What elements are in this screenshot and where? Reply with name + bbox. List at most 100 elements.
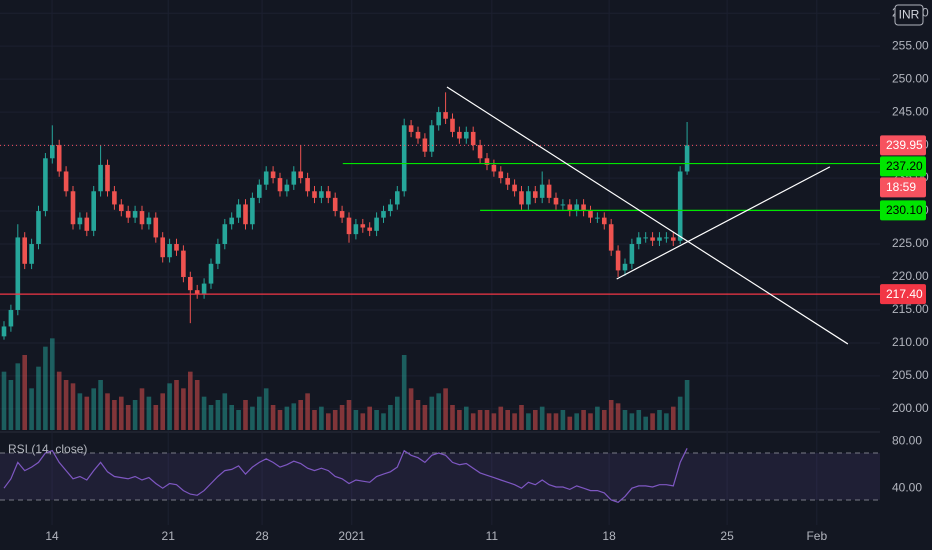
volume-bar [325,413,331,430]
volume-bar [429,396,435,430]
volume-bar [484,410,490,430]
rsi-tick-label: 80.00 [892,433,922,447]
volume-bar [360,413,366,430]
candle-body [174,244,179,251]
level-badge [880,284,926,305]
volume-bar [132,400,138,430]
candle-body [595,217,600,219]
candle-body [256,184,262,198]
volume-bar [112,400,117,430]
volume-bar [657,410,662,430]
volume-bar [284,406,290,430]
candle-body [615,250,621,271]
volume-bar [277,410,283,430]
candle-body [208,263,214,284]
drawings: 239.95 237.20 18:59 230.10 217.40 [0,86,926,345]
candle-body [339,211,345,218]
volume-bar [222,393,228,430]
volume-bar [622,410,628,430]
candle-body [360,224,366,228]
candle-body [118,204,124,212]
level-badge [880,156,926,177]
y-tick-label: 205.00 [892,368,929,382]
volume-bar [567,416,573,430]
candle-body [608,224,614,251]
candle-body [236,204,241,218]
candle-body [70,191,76,225]
candle-body [670,237,676,241]
volume-bar [167,383,172,430]
candle-body [505,178,510,185]
volume-bar [374,410,379,430]
candle-body [450,118,455,132]
candle-body [684,145,690,172]
candle-body [491,164,497,172]
volume-bar [505,410,510,430]
volume-bar [36,366,41,430]
volume-bar [312,410,317,430]
x-tick-label: 25 [720,529,734,543]
volume-bar [63,380,69,430]
candle-body [539,184,545,198]
candle-body [298,171,303,179]
y-tick-label: 210.00 [892,335,929,349]
x-tick-label: 14 [45,529,59,543]
candle-body [325,191,331,198]
volume-bar [677,396,683,430]
volume-bar [595,406,600,430]
volume-bar [270,405,276,430]
candle-body [519,191,524,205]
candle-body [629,244,635,264]
volume-bar [581,410,586,430]
y-tick-label: 215.00 [892,302,929,316]
candle-body [622,263,628,271]
candle-body [601,217,607,225]
volume-bar [643,416,648,430]
candle-body [657,237,662,241]
volume-bar [650,413,655,430]
candle-body [415,131,421,139]
candle-body [43,158,48,212]
candle-body [29,244,34,264]
volume-bar [56,371,62,430]
candle-body [332,197,338,212]
x-tick-label: 21 [162,529,176,543]
candle-body [532,191,538,198]
volume-bar [457,410,462,430]
volume-bar [346,400,352,430]
y-tick-label: 225.00 [892,236,929,250]
volume-bar [22,355,28,430]
candle-body [429,125,435,152]
candle-body [277,178,283,192]
candle-body [567,204,573,212]
volume-bar [139,388,145,430]
candle-body [250,197,255,225]
candle-body [15,237,21,310]
candle-body [512,184,517,192]
volume-bar [291,403,297,430]
volume-bar [477,410,483,430]
volume-bar [153,405,159,430]
candle-body [664,237,669,239]
candle-body [153,217,159,238]
last-price-badge-text: 239.95 [886,138,923,152]
candle-body [463,131,469,139]
candle-body [484,158,490,165]
volume-bar [1,371,7,430]
candle-body [643,237,648,239]
volume-bar [236,410,241,430]
candle-body [8,309,14,327]
indicator-legend: RSI (14, close) [8,442,87,456]
y-tick-label: 220.00 [892,269,929,283]
volume-bar [229,405,234,430]
candle-body [215,244,221,264]
level-badge-text: 237.20 [886,159,923,173]
volume-bar [532,410,538,430]
currency-badge[interactable] [894,4,924,26]
volume-bar [43,346,48,430]
candle-body [650,237,655,241]
rsi-tick-label: 40.00 [892,480,922,494]
volume-bar [422,405,428,430]
volume-bar [367,406,372,430]
